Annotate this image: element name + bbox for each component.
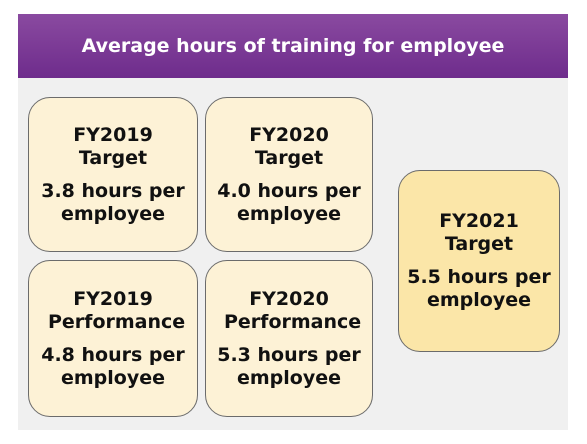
- box-value: 3.8 hours per employee: [41, 179, 185, 225]
- box-value: 5.3 hours per employee: [217, 343, 361, 389]
- box-label: FY2020 Performance: [224, 287, 362, 333]
- info-box: FY2020 Target 4.0 hours per employee: [205, 97, 373, 252]
- box-label: FY2020 Target: [249, 123, 329, 169]
- info-box: FY2019 Target 3.8 hours per employee: [28, 97, 198, 252]
- box-value: 4.8 hours per employee: [41, 343, 185, 389]
- info-box: FY2019 Performance 4.8 hours per employee: [28, 260, 198, 417]
- info-box: FY2020 Performance 5.3 hours per employee: [205, 260, 373, 417]
- box-label: FY2021 Target: [439, 210, 519, 255]
- box-value: 4.0 hours per employee: [217, 179, 361, 225]
- info-box: FY2021 Target 5.5 hours per employee: [398, 170, 560, 352]
- box-label: FY2019 Target: [73, 123, 153, 169]
- box-value: 5.5 hours per employee: [407, 266, 551, 311]
- box-label: FY2019 Performance: [48, 287, 186, 333]
- header-title: Average hours of training for employee: [18, 14, 568, 78]
